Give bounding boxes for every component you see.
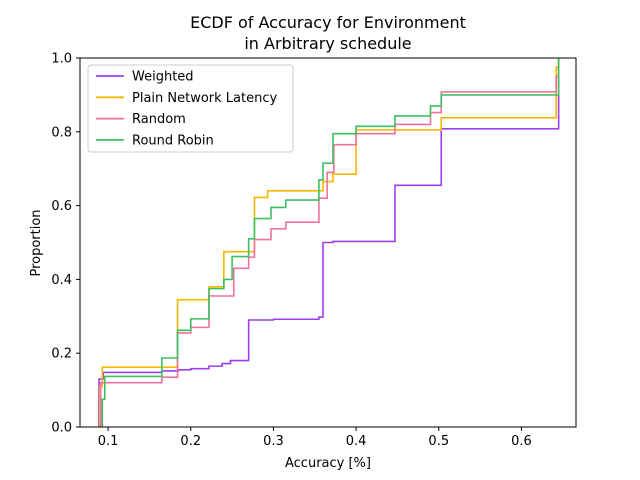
- x-tick-label: 0.6: [511, 434, 532, 449]
- y-axis-label: Proportion: [29, 209, 44, 276]
- chart-title-line-1: ECDF of Accuracy for Environment: [190, 13, 466, 32]
- x-tick-label: 0.3: [263, 434, 284, 449]
- x-tick-label: 0.2: [180, 434, 201, 449]
- series-line-0: [98, 58, 560, 427]
- legend-label-2: Random: [132, 112, 186, 127]
- y-tick-label: 1.0: [51, 52, 72, 67]
- x-tick-label: 0.1: [98, 434, 119, 449]
- legend: Weighted Plain Network Latency Random Round…: [87, 64, 294, 153]
- axes-frame: [79, 57, 577, 428]
- legend-label-1: Plain Network Latency: [132, 91, 278, 106]
- y-tick-label: 0.2: [51, 347, 72, 362]
- y-tick-label: 0.4: [51, 273, 72, 288]
- x-tick-label: 0.5: [428, 434, 449, 449]
- y-tick-label: 0.0: [51, 421, 72, 436]
- y-tick-label: 0.6: [51, 199, 72, 214]
- y-tick-label: 0.8: [51, 125, 72, 140]
- x-tick-label: 0.4: [346, 434, 367, 449]
- chart-title-line-2: in Arbitrary schedule: [244, 34, 411, 53]
- x-axis-label: Accuracy [%]: [285, 456, 371, 471]
- axes-group: 0.1 0.2 0.3 0.4 0.5 0.6 0.0 0.2 0.4 0.6 0.8 1.0: [51, 52, 577, 449]
- legend-frame: [87, 64, 294, 153]
- legend-label-0: Weighted: [132, 70, 194, 85]
- series-group: [98, 58, 560, 427]
- legend-label-3: Round Robin: [132, 133, 214, 148]
- series-line-3: [101, 58, 560, 427]
